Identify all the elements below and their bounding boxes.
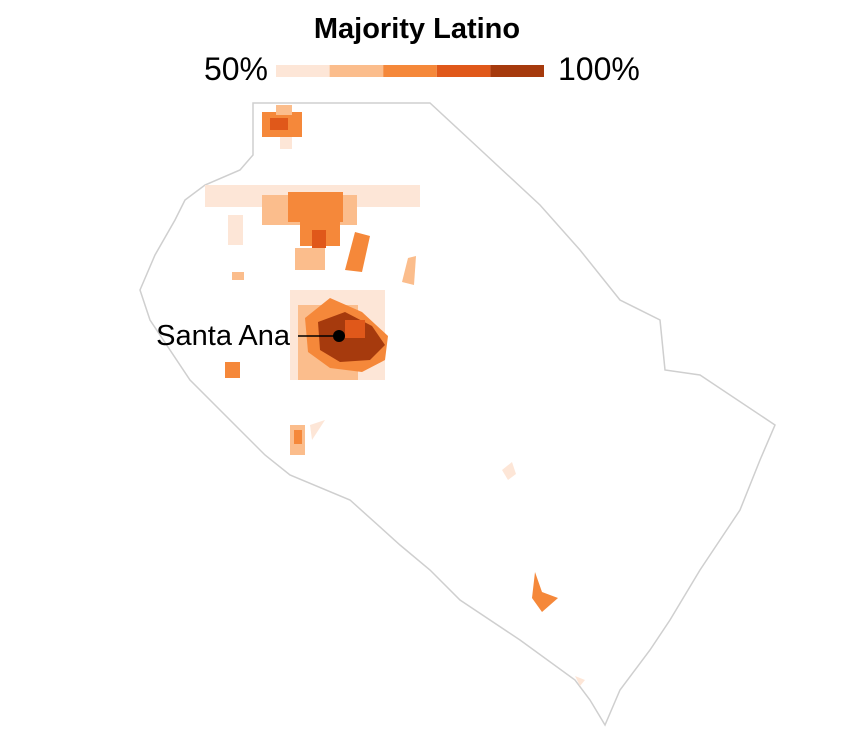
tract: [402, 256, 416, 285]
legend-swatch: [276, 65, 330, 77]
place-dot: [333, 330, 345, 342]
legend-swatch: [490, 65, 544, 77]
tract: [228, 215, 243, 245]
tract: [532, 572, 558, 612]
legend-swatch: [329, 65, 384, 77]
tract: [312, 230, 326, 248]
tract: [280, 137, 292, 149]
legend-max-label: 100%: [558, 51, 640, 87]
tract: [270, 118, 288, 130]
tract: [294, 430, 302, 444]
tract: [575, 676, 585, 686]
tract: [295, 248, 325, 270]
tract: [345, 320, 365, 338]
tract: [276, 105, 292, 115]
tract: [288, 192, 343, 222]
legend-swatch: [436, 65, 491, 77]
tract: [225, 362, 240, 378]
tract: [310, 420, 325, 440]
tract: [502, 462, 516, 480]
legend-swatch: [383, 65, 437, 77]
place-label: Santa Ana: [156, 320, 291, 352]
tract: [232, 272, 244, 280]
legend-title: Majority Latino: [314, 13, 520, 45]
legend-swatches: [276, 65, 544, 77]
legend-min-label: 50%: [204, 51, 268, 87]
tract: [345, 232, 370, 272]
